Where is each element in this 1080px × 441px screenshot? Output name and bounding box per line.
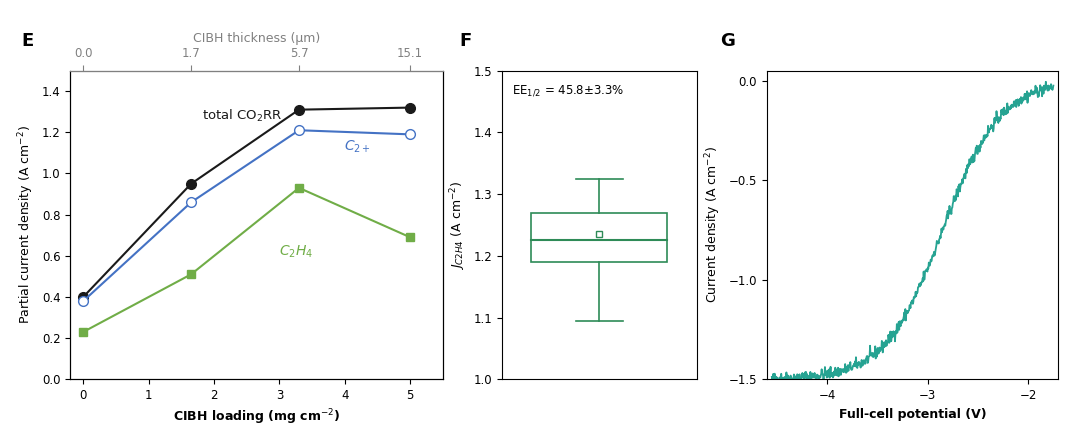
Y-axis label: Partial current density (A cm$^{-2}$): Partial current density (A cm$^{-2}$) (16, 126, 36, 324)
X-axis label: Full-cell potential (V): Full-cell potential (V) (839, 407, 986, 421)
Text: EE$_{1/2}$ = 45.8±3.3%: EE$_{1/2}$ = 45.8±3.3% (512, 83, 624, 97)
Text: total CO$_2$RR: total CO$_2$RR (202, 108, 283, 124)
X-axis label: CIBH thickness (μm): CIBH thickness (μm) (193, 32, 320, 45)
Y-axis label: Current density (A cm$^{-2}$): Current density (A cm$^{-2}$) (703, 146, 723, 303)
Text: $C_2H_4$: $C_2H_4$ (279, 244, 313, 260)
Text: E: E (22, 32, 33, 50)
Text: F: F (459, 32, 472, 50)
Y-axis label: $J_{C2H4}$ (A cm$^{-2}$): $J_{C2H4}$ (A cm$^{-2}$) (448, 180, 468, 269)
Bar (531, 213, 667, 262)
X-axis label: CIBH loading (mg cm$^{-2}$): CIBH loading (mg cm$^{-2}$) (173, 407, 340, 427)
Text: $C_{2+}$: $C_{2+}$ (345, 138, 370, 155)
Text: G: G (720, 32, 735, 50)
